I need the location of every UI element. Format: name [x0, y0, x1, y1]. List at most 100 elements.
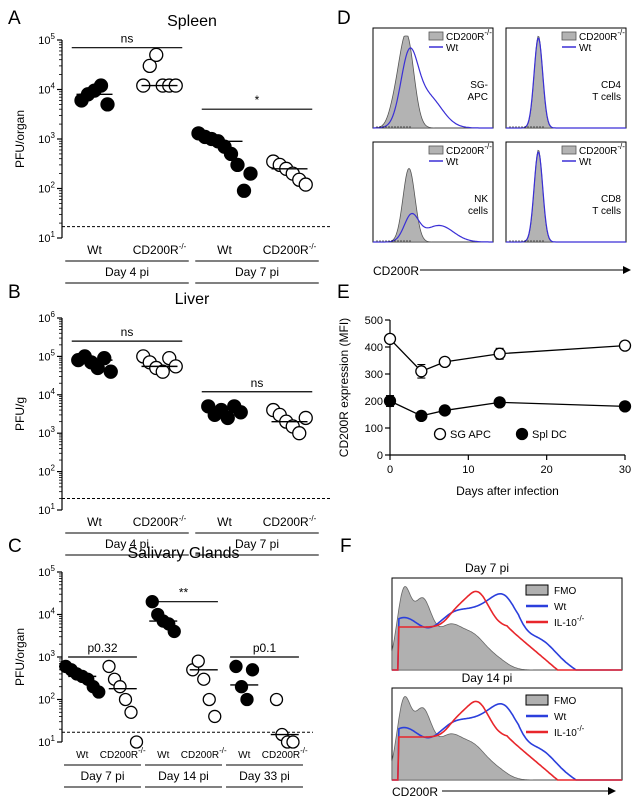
data-point — [415, 409, 428, 423]
population-label: T cells — [592, 206, 621, 217]
data-point — [155, 364, 170, 379]
significance-label: * — [255, 93, 260, 107]
legend-label-wt: Wt — [446, 43, 458, 54]
significance-label: ns — [121, 325, 134, 339]
category-label: CD200R-/- — [133, 242, 187, 257]
group-label: Day 4 pi — [105, 537, 149, 551]
y-tick-label: 102 — [38, 692, 55, 707]
y-tick-label: 200 — [365, 396, 383, 408]
data-point — [197, 672, 211, 686]
category-label: Wt — [157, 750, 169, 761]
population-label: cells — [468, 206, 488, 217]
group-label: Day 7 pi — [80, 769, 124, 783]
category-label: Wt — [87, 243, 102, 257]
data-point — [493, 347, 506, 360]
histogram-il10-ko — [392, 590, 622, 671]
panel-letter-b: B — [8, 282, 21, 303]
legend-label: SG APC — [450, 429, 491, 441]
panel-b-liver-chart: Liver 101 102 103 104 105 106 PFU/g Wt CD200R-/- W… — [13, 291, 330, 556]
population-label: NK — [474, 194, 488, 205]
legend-label-ko: CD200R-/- — [446, 142, 492, 157]
y-tick-label: 106 — [38, 310, 55, 325]
data-point — [383, 394, 397, 408]
y-tick-label: 104 — [38, 607, 55, 622]
histogram-wt — [506, 37, 626, 129]
data-point — [230, 157, 245, 173]
panel-letter-d: D — [337, 8, 351, 29]
legend-label-ko: CD200R-/- — [446, 28, 492, 43]
panel-letter-e: E — [337, 282, 350, 303]
data-point — [102, 659, 116, 674]
y-tick-label: 104 — [38, 82, 55, 97]
category-label: CD200R-/- — [263, 514, 317, 529]
legend-label: IL-10-/- — [554, 614, 585, 629]
population-label: APC — [467, 92, 488, 103]
histogram-frame — [372, 141, 494, 243]
data-point — [240, 692, 254, 707]
data-point — [298, 410, 313, 426]
data-point — [142, 58, 157, 74]
data-point — [618, 400, 632, 413]
significance-label: ** — [179, 586, 189, 600]
histogram-wt — [506, 151, 626, 243]
legend-label: Wt — [554, 602, 566, 613]
group-label: Day 14 pi — [158, 769, 209, 783]
legend-label-ko: CD200R-/- — [579, 28, 625, 43]
y-tick-label: 100 — [365, 423, 383, 435]
data-point — [618, 339, 632, 352]
y-axis-label: PFU/organ — [13, 628, 27, 686]
data-point — [118, 692, 133, 707]
category-label: Wt — [238, 750, 250, 761]
panel-letter-c: C — [8, 536, 22, 557]
data-point — [208, 709, 222, 724]
category-label: Wt — [76, 750, 88, 761]
legend-swatch — [525, 584, 549, 596]
data-point — [113, 680, 127, 694]
data-point — [167, 624, 181, 639]
category-label: CD200R-/- — [100, 746, 146, 761]
y-tick-label: 102 — [38, 464, 55, 479]
legend-label: FMO — [554, 586, 576, 597]
histogram-cd200r-ko — [373, 167, 493, 243]
legend-label-ko: CD200R-/- — [579, 142, 625, 157]
data-point — [233, 405, 248, 420]
y-tick-label: 103 — [38, 649, 55, 664]
significance-label: p0.32 — [87, 641, 117, 655]
data-point — [236, 183, 252, 198]
data-point — [191, 654, 205, 668]
group-label: Day 7 pi — [235, 537, 279, 551]
x-tick-label: 0 — [387, 464, 393, 476]
data-point — [202, 692, 216, 707]
histogram-title: Day 14 pi — [462, 671, 513, 685]
y-axis-label: CD200R expression (MFI) — [337, 318, 351, 457]
data-point — [269, 692, 284, 707]
y-tick-label: 101 — [38, 734, 55, 749]
data-point — [229, 659, 243, 674]
data-point — [149, 47, 164, 63]
y-tick-label: 102 — [38, 181, 55, 196]
histogram-wt — [373, 212, 493, 243]
population-label: CD4 — [601, 80, 621, 91]
panel-letter-f: F — [340, 536, 352, 557]
group-label: Day 7 pi — [235, 265, 279, 279]
group-label: Day 4 pi — [105, 265, 149, 279]
y-axis-label: PFU/g — [13, 397, 27, 431]
panel-letter-a: A — [8, 8, 21, 29]
panel-c-salivary-glands-chart: Salivary Glands 101 102 103 104 105 PFU/organ W… — [13, 545, 313, 788]
population-label: T cells — [592, 92, 621, 103]
y-tick-label: 105 — [38, 564, 55, 579]
data-point — [129, 735, 144, 749]
data-point — [438, 355, 451, 369]
x-tick-label: 20 — [541, 464, 553, 476]
x-axis-label: CD200R — [392, 785, 438, 799]
data-point — [92, 685, 106, 699]
panel-e-line-chart: 0 100 200 300 400 500 0 10 20 30 Days after infect… — [337, 315, 632, 498]
legend-swatch — [525, 694, 549, 706]
data-point — [220, 410, 235, 426]
data-point — [100, 97, 115, 112]
data-point — [103, 364, 118, 379]
data-point — [90, 360, 105, 376]
